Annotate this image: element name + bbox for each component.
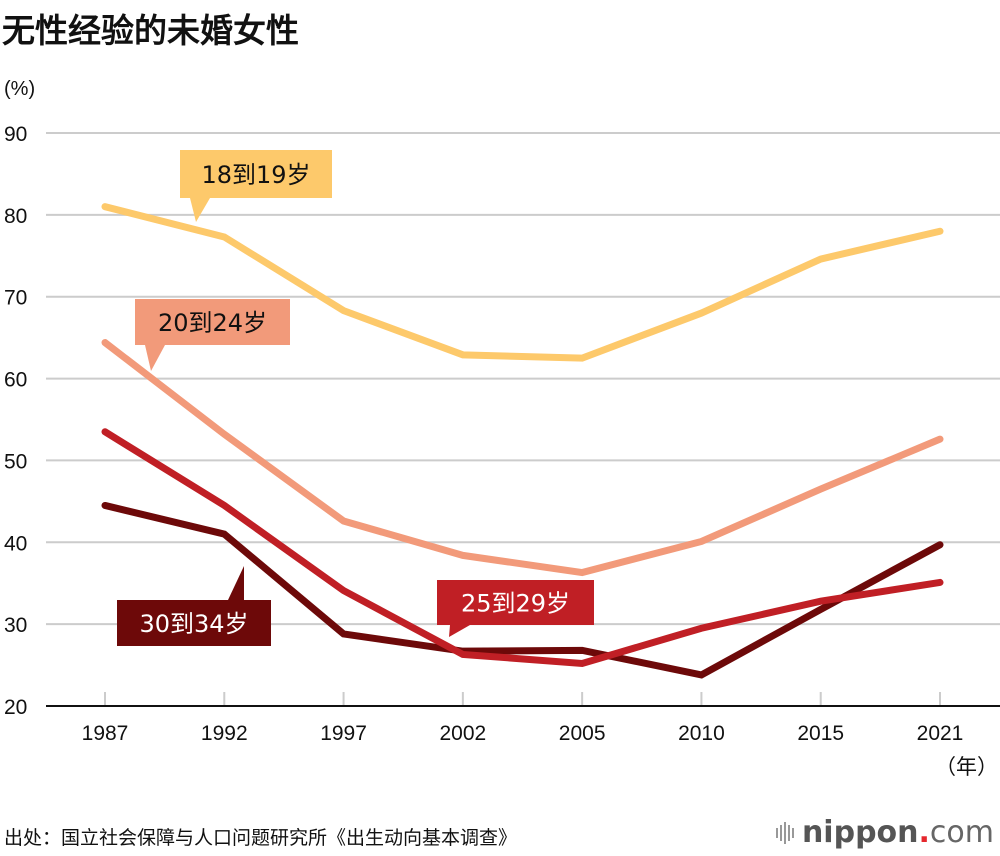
x-tick-label: 2015: [797, 722, 844, 745]
y-axis-ticks: 20 30 40 50 60 70 80 90: [4, 123, 27, 719]
y-axis-unit-label: (%): [4, 78, 36, 100]
x-axis-unit-label: （年）: [935, 755, 998, 779]
x-tick-label: 1997: [320, 722, 367, 745]
y-tick-label: 40: [4, 532, 27, 555]
x-tick-label: 1987: [82, 722, 129, 745]
gridlines: [46, 132, 1000, 626]
y-tick-label: 30: [4, 614, 27, 637]
logo-suffix: com: [929, 815, 994, 850]
y-tick-label: 50: [4, 450, 27, 473]
series-lines: [101, 203, 944, 679]
label-box: [180, 150, 332, 198]
y-tick-label: 20: [4, 696, 27, 719]
y-tick-label: 80: [4, 205, 27, 228]
y-tick-label: 90: [4, 123, 27, 146]
y-tick-label: 60: [4, 369, 27, 392]
nippon-logo[interactable]: nippon. com: [775, 815, 994, 850]
series-line-3: [101, 501, 944, 679]
series-labels: 18到19岁 20到24岁 25到29岁 30到34岁: [117, 150, 594, 646]
x-tick-label: 1992: [201, 722, 248, 745]
series-line-0: [101, 203, 944, 362]
logo-name: nippon: [801, 815, 919, 850]
label-pointer: [228, 566, 244, 600]
y-tick-label: 70: [4, 287, 27, 310]
label-pointer: [449, 625, 470, 637]
series-line-1: [101, 339, 944, 577]
series-label-2: 25到29岁: [437, 580, 594, 637]
label-pointer: [145, 345, 165, 371]
series-label-text: 20到24岁: [158, 309, 267, 337]
label-box: [117, 600, 271, 646]
x-tick-label: 2002: [439, 722, 486, 745]
series-label-1: 20到24岁: [135, 299, 290, 371]
series-label-text: 18到19岁: [201, 161, 310, 189]
series-label-3: 30到34岁: [117, 566, 271, 646]
series-label-text: 30到34岁: [139, 610, 248, 638]
series-line-2: [101, 428, 944, 667]
x-tick-label: 2010: [678, 722, 725, 745]
label-box: [135, 299, 290, 345]
label-box: [437, 580, 594, 625]
chart-title: 无性经验的未婚女性: [2, 11, 299, 50]
x-tick-label: 2005: [559, 722, 606, 745]
sound-bars-icon: [775, 821, 794, 844]
source-note: 出处：国立社会保障与人口问题研究所《出生动向基本调查》: [4, 827, 518, 849]
x-tick-label: 2021: [917, 722, 964, 745]
x-axis: 1987 1992 1997 2002 2005 2010 2015 2021 （年）: [46, 692, 1000, 779]
label-pointer: [190, 198, 210, 222]
series-label-0: 18到19岁: [180, 150, 332, 222]
series-label-text: 25到29岁: [461, 590, 570, 618]
logo-dot: .: [918, 815, 930, 850]
